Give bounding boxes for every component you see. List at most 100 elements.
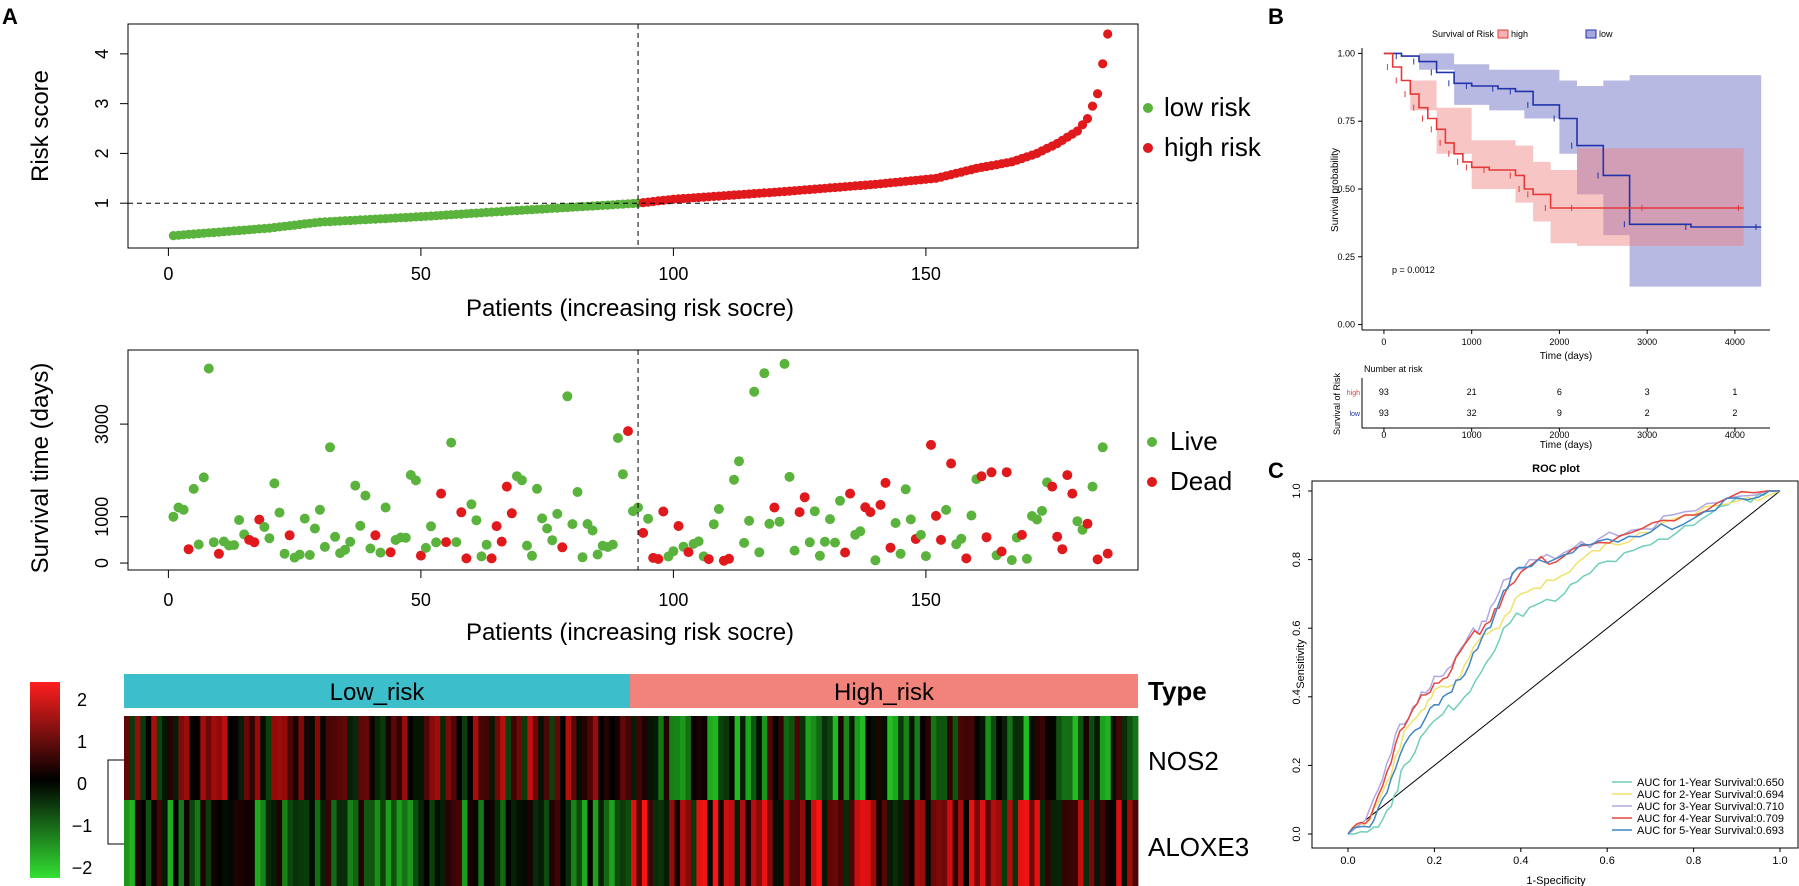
heatmap-cell-aloxe3	[1056, 800, 1063, 886]
survival-plot-frame	[127, 349, 1139, 571]
risk-table-cell: 21	[1467, 387, 1477, 397]
heatmap-cell-nos2	[178, 716, 185, 800]
survival-point	[1102, 548, 1113, 559]
roc-line	[1347, 490, 1780, 835]
heatmap-cell-aloxe3	[680, 800, 686, 886]
survival-point	[643, 513, 654, 524]
heatmap-cell-aloxe3	[979, 800, 986, 886]
heatmap-cell-aloxe3	[124, 800, 130, 886]
heatmap-cell-nos2	[1078, 716, 1084, 800]
heatmap-cell-aloxe3	[821, 800, 828, 886]
survival-point	[547, 535, 558, 546]
heatmap-cell-nos2	[1050, 716, 1057, 800]
heatmap-cell-nos2	[309, 716, 316, 800]
panel-letter-a: A	[2, 4, 18, 29]
heatmap-cell-aloxe3	[505, 800, 512, 886]
heatmap-cell-nos2	[571, 716, 577, 800]
survival-point	[880, 477, 891, 488]
survival-point	[506, 508, 517, 519]
heatmap-cell-nos2	[1121, 716, 1128, 800]
survival-point	[835, 495, 845, 506]
heatmap-cell-aloxe3	[1083, 800, 1090, 886]
heatmap-cell-nos2	[685, 716, 692, 800]
heatmap-cell-aloxe3	[636, 800, 643, 886]
roc-lines	[1347, 490, 1781, 835]
roc-line	[1348, 490, 1780, 835]
survival-point	[885, 542, 896, 553]
risk-table-y-label: Survival of Risk	[1332, 372, 1342, 435]
survival-point	[724, 553, 734, 564]
group-bar-high-risk	[630, 674, 1138, 708]
heatmap-cell-nos2	[162, 716, 169, 800]
heatmap-cell-aloxe3	[909, 800, 915, 886]
survival-point	[592, 549, 603, 560]
heatmap-cell-aloxe3	[958, 800, 964, 886]
heatmap-cell-nos2	[936, 716, 943, 800]
legend-high-risk-label: high risk	[1164, 132, 1262, 162]
heatmap-cell-nos2	[173, 716, 179, 800]
heatmap-cell-aloxe3	[222, 800, 228, 886]
colorbar-tick-neg2: −2	[72, 858, 93, 878]
heatmap-cell-nos2	[342, 716, 348, 800]
survival-point	[264, 533, 275, 544]
heatmap-cell-nos2	[1018, 716, 1024, 800]
heatmap-cell-aloxe3	[1023, 800, 1030, 886]
heatmap-cell-aloxe3	[996, 800, 1003, 886]
heatmap-cell-aloxe3	[151, 800, 158, 886]
heatmap-cells	[124, 716, 1139, 886]
survival-point	[976, 471, 987, 482]
heatmap-cell-aloxe3	[631, 800, 637, 886]
heatmap-cell-aloxe3	[658, 800, 665, 886]
heatmap-cell-aloxe3	[772, 800, 779, 886]
risk-point	[1087, 101, 1098, 111]
heatmap-cell-nos2	[772, 716, 779, 800]
heatmap-cell-nos2	[865, 716, 872, 800]
heatmap-cell-aloxe3	[363, 800, 370, 886]
heatmap-cell-nos2	[740, 716, 746, 800]
colorbar-tick-0: 0	[77, 774, 87, 794]
survival-point	[486, 553, 497, 564]
km-legend-title: Survival of Risk	[1432, 29, 1495, 39]
heatmap-cell-aloxe3	[925, 800, 932, 886]
heatmap-cell-aloxe3	[189, 800, 196, 886]
heatmap-cell-nos2	[440, 716, 447, 800]
km-pvalue: p = 0.0012	[1392, 265, 1435, 275]
survival-point	[284, 530, 295, 541]
roc-line	[1347, 490, 1781, 835]
survival-point	[769, 502, 780, 513]
heatmap-cell-aloxe3	[947, 800, 954, 886]
survival-point	[1067, 488, 1078, 499]
roc-legend-label: AUC for 5-Year Survival:0.693	[1637, 825, 1784, 837]
heatmap-cell-nos2	[145, 716, 152, 800]
survival-point	[279, 548, 290, 559]
risk-point	[1093, 89, 1103, 99]
heatmap-cell-aloxe3	[609, 800, 616, 886]
heatmap-cell-aloxe3	[500, 800, 507, 886]
heatmap-cell-aloxe3	[162, 800, 169, 886]
heatmap-cell-nos2	[423, 716, 430, 800]
heatmap-cell-nos2	[451, 716, 457, 800]
survival-point	[340, 544, 351, 555]
heatmap-cell-aloxe3	[402, 800, 408, 886]
heatmap-cell-nos2	[674, 716, 681, 800]
survival-time-points	[168, 350, 1113, 570]
heatmap-cell-nos2	[402, 716, 408, 800]
heatmap-cell-nos2	[560, 716, 566, 800]
heatmap-cell-aloxe3	[1110, 800, 1117, 886]
heatmap-cell-nos2	[527, 716, 534, 800]
survival-point	[840, 547, 851, 558]
heatmap-cell-aloxe3	[587, 800, 594, 886]
risk-point	[1072, 126, 1082, 136]
roc-x-tick-label: 0.8	[1686, 855, 1701, 867]
survival-point	[693, 536, 704, 547]
survival-legend: Live Dead	[1147, 426, 1232, 496]
heatmap-cell-nos2	[1039, 716, 1046, 800]
heatmap-cell-aloxe3	[1028, 800, 1035, 886]
survival-point	[400, 532, 411, 543]
heatmap-cell-nos2	[707, 716, 714, 800]
survival-point	[299, 513, 310, 524]
survival-point	[890, 518, 901, 528]
heatmap-cell-aloxe3	[930, 800, 937, 886]
heatmap-cell-nos2	[1088, 716, 1095, 800]
